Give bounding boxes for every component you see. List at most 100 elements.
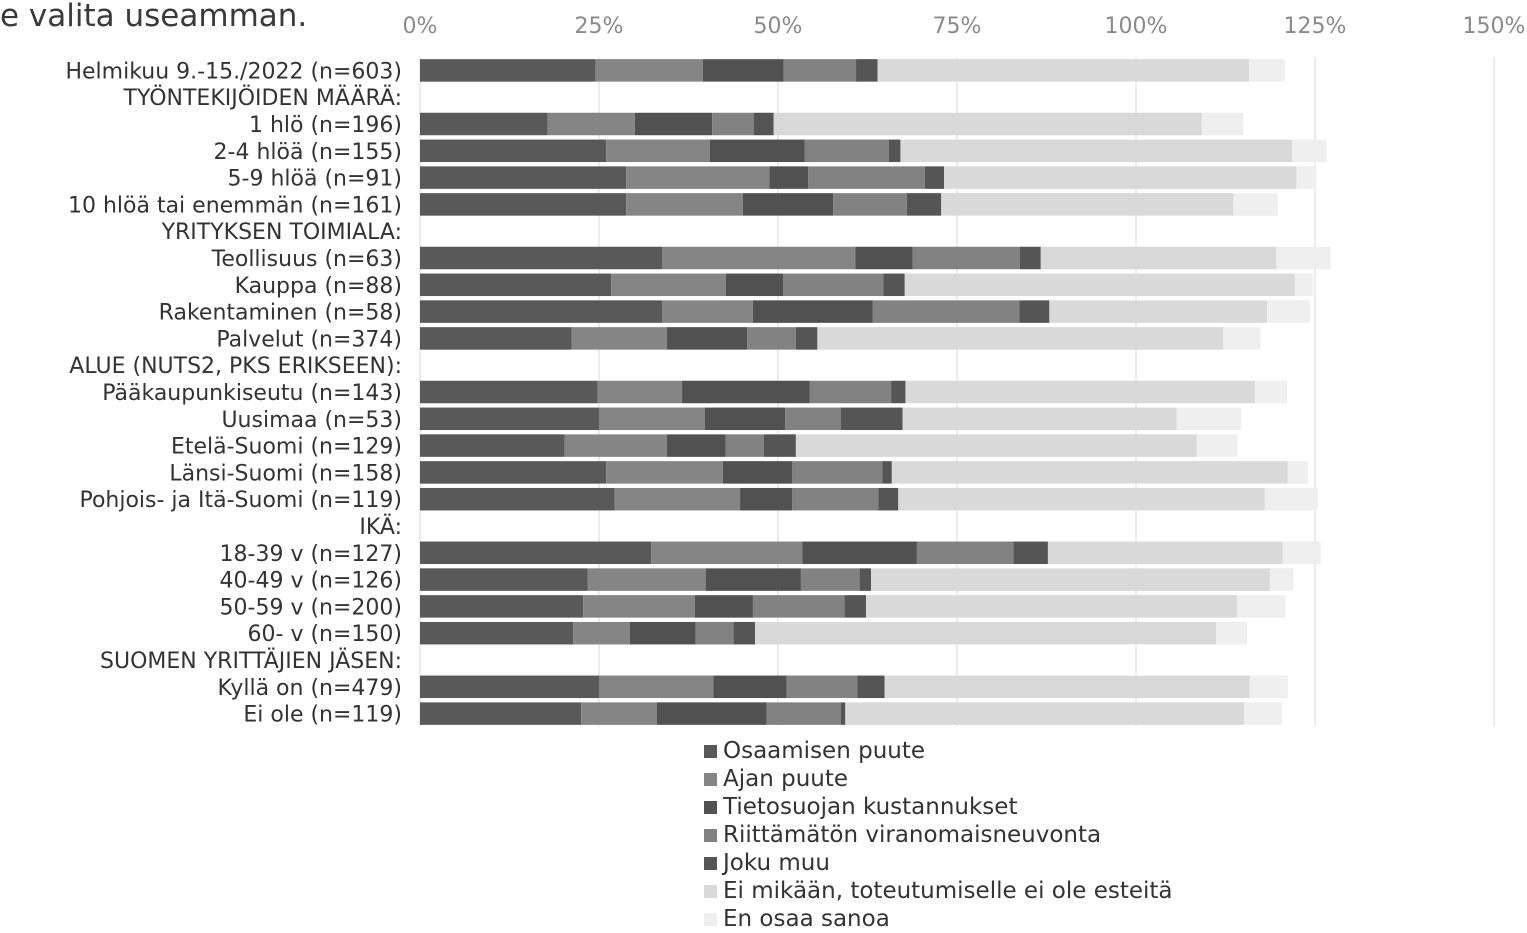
bar-segment	[944, 166, 1297, 189]
y-category-label: 2-4 hlöä (n=155)	[214, 140, 402, 165]
legend-item: Osaamisen puute	[704, 737, 1173, 765]
bar-segment	[808, 166, 925, 189]
bar-segment	[614, 487, 741, 511]
legend-item: Ei mikään, toteutumiselle ei ole esteitä	[704, 877, 1173, 905]
bar-segment	[888, 139, 901, 163]
x-tick-label: 0%	[403, 14, 438, 39]
legend-swatch	[704, 856, 717, 870]
bar-segment	[795, 434, 1197, 457]
y-category-label: 18-39 v (n=127)	[220, 542, 402, 567]
bar-segment	[606, 461, 723, 484]
y-category-label: Kyllä on (n=479)	[218, 676, 402, 701]
bar-segment	[420, 59, 596, 82]
bar-segment	[694, 595, 753, 618]
y-category-label: Teollisuus (n=63)	[211, 247, 402, 272]
bar-segment	[809, 380, 892, 404]
bar-segment	[597, 380, 683, 404]
bar-segment	[420, 300, 663, 323]
legend-label: Osaamisen puute	[723, 738, 926, 764]
bar-segment	[753, 112, 774, 136]
bar-segment	[763, 434, 796, 457]
bar-segment	[420, 139, 607, 163]
y-category-label: Uusimaa (n=53)	[221, 408, 402, 433]
bar-segment	[581, 702, 657, 725]
legend-item: En osaa sanoa	[704, 905, 1173, 933]
bar-segment	[1233, 193, 1278, 216]
bar-segment	[884, 675, 1250, 699]
y-category-label: Helmikuu 9.-15./2022 (n=603)	[65, 59, 402, 84]
x-axis-ticks: 0% 25% 50% 75% 100% 125% 150%	[403, 14, 1526, 39]
y-category-label: 1 hlö (n=196)	[249, 113, 402, 138]
y-category-label: Pohjois- ja Itä-Suomi (n=119)	[79, 488, 402, 513]
y-category-label: Palvelut (n=374)	[216, 327, 402, 352]
bar-segment	[783, 273, 884, 297]
bar-segment	[891, 380, 906, 404]
legend-label: Riittämätön viranomaisneuvonta	[723, 822, 1102, 848]
bar-segment	[841, 702, 846, 725]
legend-label: En osaa sanoa	[723, 906, 890, 932]
bar-segment	[629, 621, 696, 645]
bar-segment	[795, 327, 818, 350]
bar-segment	[877, 59, 1250, 82]
bar-segment	[856, 59, 878, 82]
bar-segment	[1292, 139, 1327, 163]
bar-segment	[855, 246, 913, 270]
bar-segment	[802, 541, 917, 565]
bar-segment	[740, 487, 793, 511]
legend: Osaamisen puute Ajan puute Tietosuojan kus…	[704, 737, 1173, 933]
y-category-label: Ei ole (n=119)	[243, 703, 402, 728]
bar-segment	[1267, 300, 1310, 323]
bar-segment	[420, 487, 615, 511]
y-category-label: 40-49 v (n=126)	[220, 569, 402, 594]
bar-segment	[1019, 300, 1050, 323]
bar-segment	[606, 139, 710, 163]
bar-segment	[859, 568, 872, 591]
legend-label: Tietosuojan kustannukset	[723, 794, 1018, 820]
y-axis-labels: Helmikuu 9.-15./2022 (n=603)TYÖNTEKIJÖID…	[65, 59, 402, 727]
bar-segment	[702, 59, 784, 82]
bar-segment	[792, 461, 883, 484]
bar-segment	[1049, 300, 1268, 323]
bar-segment	[900, 139, 1293, 163]
bar-segment	[833, 193, 907, 216]
legend-swatch	[704, 884, 717, 898]
bar-segment	[712, 112, 754, 136]
bar-segment	[742, 193, 834, 216]
y-category-label: Etelä-Suomi (n=129)	[171, 435, 402, 460]
bar-segment	[1196, 434, 1238, 457]
bar-segment	[747, 327, 796, 350]
bar-segment	[626, 166, 770, 189]
bar-segment	[898, 487, 1265, 511]
bar-segment	[420, 702, 582, 725]
x-tick-label: 150%	[1463, 14, 1526, 39]
legend-swatch	[704, 744, 717, 758]
legend-label: Joku muu	[723, 850, 830, 876]
chart-title: e valita useamman.	[0, 0, 308, 34]
bar-segment	[866, 595, 1237, 618]
bar-segment	[713, 675, 787, 699]
bar-segment	[420, 434, 565, 457]
bar-segment	[792, 487, 879, 511]
bar-segment	[599, 407, 705, 431]
y-category-label: 5-9 hlöä (n=91)	[228, 167, 402, 192]
bar-segment	[902, 407, 1177, 431]
bar-segment	[1216, 621, 1247, 645]
bar-segment	[725, 434, 764, 457]
legend-swatch	[704, 912, 717, 926]
bar-segment	[420, 112, 548, 136]
bar-segment	[769, 166, 809, 189]
bar-segment	[420, 595, 584, 618]
bar-segment	[662, 246, 856, 270]
y-category-label: TYÖNTEKIJÖIDEN MÄÄRÄ:	[123, 85, 402, 111]
bar-segment	[1223, 327, 1261, 350]
bar-segment	[704, 407, 786, 431]
y-category-label: YRITYKSEN TOIMIALA:	[161, 220, 402, 245]
bar-segment	[725, 273, 784, 297]
x-tick-label: 25%	[575, 14, 624, 39]
bar-segment	[656, 702, 767, 725]
x-tick-label: 125%	[1284, 14, 1347, 39]
bar-segment	[882, 461, 892, 484]
bar-segment	[564, 434, 668, 457]
legend-label: Ei mikään, toteutumiselle ei ole esteitä	[723, 878, 1173, 904]
legend-swatch	[704, 800, 717, 814]
